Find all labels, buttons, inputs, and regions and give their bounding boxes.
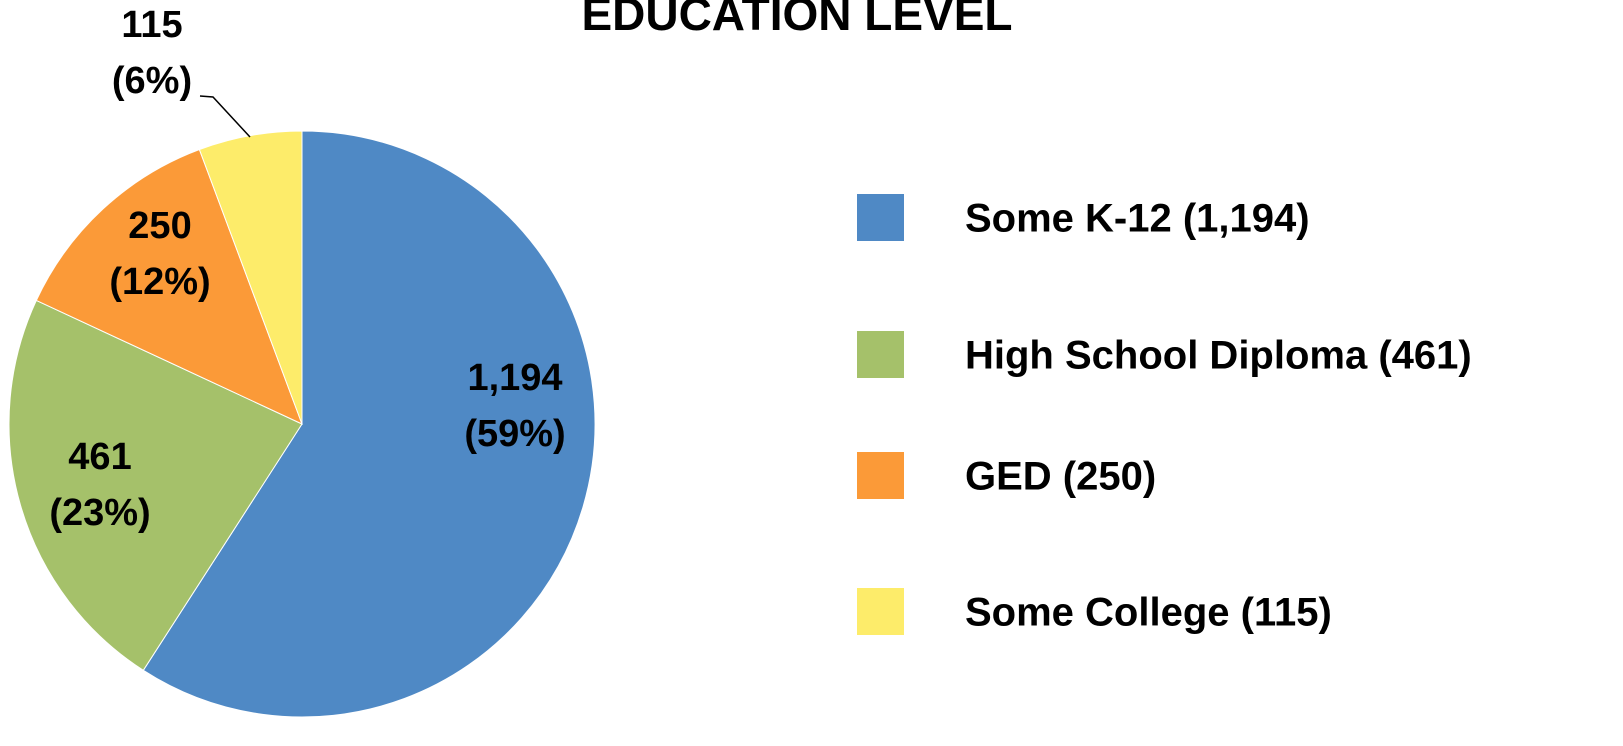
data-label: 115 bbox=[121, 4, 182, 46]
pie-slice bbox=[198, 130, 303, 425]
data-label: 461 bbox=[68, 436, 131, 478]
leader-line bbox=[199, 95, 251, 138]
data-label: 250 bbox=[128, 205, 191, 247]
chart-title: EDUCATION LEVEL bbox=[581, 0, 1012, 40]
legend-swatch bbox=[857, 194, 904, 241]
legend-label: Some K-12 (1,194) bbox=[965, 197, 1310, 241]
legend-swatch bbox=[857, 331, 904, 378]
pie-slice bbox=[35, 148, 303, 425]
legend-label: High School Diploma (461) bbox=[965, 334, 1472, 378]
percent-label: (12%) bbox=[109, 261, 210, 303]
data-label: 1,194 bbox=[467, 357, 562, 399]
legend-swatch bbox=[857, 588, 904, 635]
legend-label: GED (250) bbox=[965, 455, 1156, 499]
percent-label: (23%) bbox=[49, 492, 150, 534]
percent-label: (59%) bbox=[464, 413, 565, 455]
pie-slice bbox=[142, 130, 596, 718]
legend-swatch bbox=[857, 452, 904, 499]
legend-label: Some College (115) bbox=[965, 591, 1332, 635]
pie-slice bbox=[8, 299, 303, 671]
percent-label: (6%) bbox=[112, 60, 192, 102]
